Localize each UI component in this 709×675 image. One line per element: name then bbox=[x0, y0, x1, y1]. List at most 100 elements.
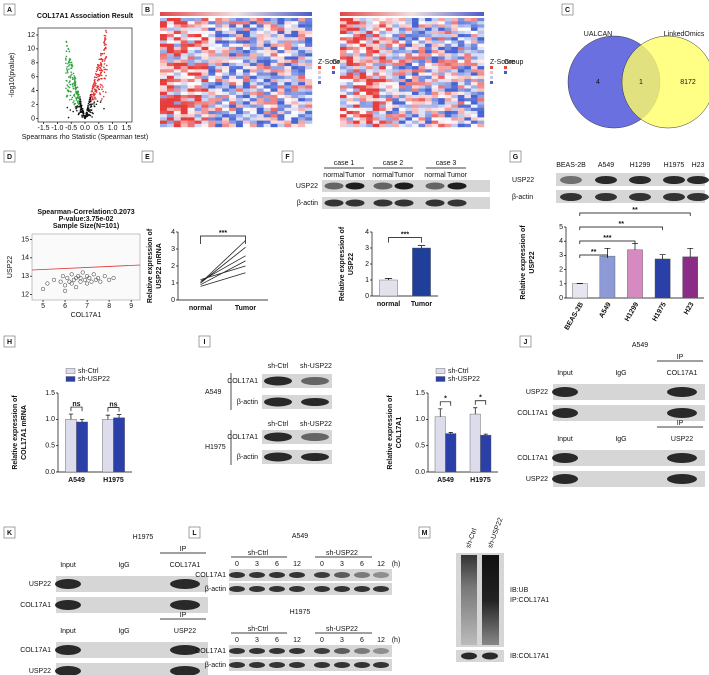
blot-time-label: 12 bbox=[377, 637, 385, 644]
heatmap-cell bbox=[451, 46, 459, 51]
decor-point bbox=[89, 114, 92, 117]
decor-point bbox=[65, 40, 68, 43]
heatmap-cell bbox=[160, 75, 168, 80]
heatmap-cell bbox=[405, 120, 413, 124]
heatmap-cell bbox=[412, 43, 419, 48]
heatmap-cell bbox=[464, 98, 472, 102]
venn-count: 1 bbox=[639, 79, 643, 86]
y-axis-label: COL17A1 mRNA bbox=[21, 405, 28, 460]
decor-point bbox=[69, 63, 71, 66]
heatmap-cell bbox=[305, 91, 313, 96]
heatmap-cell bbox=[470, 69, 478, 73]
heatmap-cell bbox=[470, 123, 478, 128]
heatmap-cell bbox=[451, 117, 459, 121]
decor-point bbox=[91, 116, 93, 118]
heatmap-cell bbox=[291, 69, 299, 73]
decor-point bbox=[76, 105, 78, 108]
decor-point bbox=[68, 81, 70, 84]
y-axis-label: Relative expression of bbox=[339, 226, 346, 301]
heatmap-cell bbox=[385, 72, 393, 76]
heatmap-cell bbox=[242, 75, 251, 80]
heatmap-cell bbox=[236, 24, 244, 28]
x-axis-label: COL17A1 bbox=[71, 312, 102, 319]
decor-point bbox=[102, 90, 104, 93]
heatmap-cell bbox=[256, 72, 264, 76]
heatmap-cell bbox=[425, 88, 432, 92]
heatmap-cell bbox=[451, 27, 459, 32]
decor-point bbox=[95, 91, 98, 93]
heatmap-cell bbox=[173, 123, 181, 128]
heatmap-cell bbox=[444, 56, 452, 60]
heatmap-cell bbox=[277, 69, 285, 73]
heatmap-cell bbox=[418, 30, 426, 35]
decor-point bbox=[104, 39, 106, 42]
heatmap-cell bbox=[425, 30, 432, 35]
heatmap-cell bbox=[372, 56, 380, 60]
heatmap-cell bbox=[291, 37, 299, 41]
heatmap-cell bbox=[284, 43, 292, 48]
heatmap-cell bbox=[263, 85, 271, 89]
heatmap-cell bbox=[305, 30, 313, 35]
heatmap-cell bbox=[379, 59, 387, 64]
heatmap-cell bbox=[187, 123, 195, 128]
decor-point bbox=[92, 85, 94, 88]
decor-point bbox=[93, 88, 96, 90]
heatmap-cell bbox=[366, 88, 373, 92]
decor-point bbox=[103, 60, 106, 62]
heatmap-cell bbox=[263, 82, 271, 86]
heatmap-cell bbox=[405, 78, 413, 83]
heatmap-cell bbox=[229, 30, 237, 35]
point bbox=[82, 277, 87, 282]
heatmap-cell bbox=[180, 75, 188, 80]
blot-lane-label: Input bbox=[60, 628, 76, 635]
y-axis-label: USP22 bbox=[348, 253, 355, 275]
decor-point bbox=[65, 58, 67, 61]
heatmap-cell bbox=[305, 62, 313, 67]
heatmap-cell bbox=[208, 101, 216, 105]
heatmap-cell bbox=[431, 27, 439, 32]
heatmap-cell bbox=[187, 117, 195, 121]
blot-membrane bbox=[553, 405, 705, 421]
heatmap-cell bbox=[340, 62, 347, 67]
heatmap-cell bbox=[346, 107, 354, 112]
heatmap-cell bbox=[298, 46, 306, 51]
heatmap-cell bbox=[372, 34, 380, 38]
heatmap-cell bbox=[187, 66, 195, 70]
bar bbox=[654, 258, 671, 299]
heatmap-cell bbox=[222, 69, 230, 73]
blot-band bbox=[170, 645, 200, 655]
series-line bbox=[200, 265, 246, 280]
heatmap-cell bbox=[180, 24, 188, 28]
decor-point bbox=[104, 35, 107, 37]
heatmap-cell bbox=[284, 75, 292, 80]
heatmap-cell bbox=[425, 66, 432, 70]
heatmap-cell bbox=[457, 53, 465, 57]
heatmap-cell bbox=[187, 98, 195, 102]
heatmap-cell bbox=[353, 120, 360, 124]
heatmap-cell bbox=[464, 46, 472, 51]
blot-band bbox=[447, 199, 467, 207]
panel-letter: K bbox=[7, 530, 12, 537]
heatmap-cell bbox=[222, 107, 230, 112]
heatmap-cell bbox=[277, 98, 285, 102]
heatmap-cell bbox=[340, 72, 347, 76]
heatmap-cell bbox=[372, 88, 380, 92]
venn-set-label: LinkedOmics bbox=[664, 31, 705, 38]
heatmap-cell bbox=[298, 123, 306, 128]
heatmap-cell bbox=[353, 98, 360, 102]
blot-lane-label: IgG bbox=[615, 436, 626, 443]
heatmap-cell bbox=[201, 88, 209, 92]
blot-row-label: β-actin bbox=[205, 662, 226, 669]
blot-membrane bbox=[229, 659, 392, 671]
heatmap-cell bbox=[249, 27, 257, 32]
heatmap-cell bbox=[392, 56, 400, 60]
point bbox=[40, 286, 46, 292]
series-line bbox=[200, 272, 246, 287]
heatmap-cell bbox=[256, 98, 264, 102]
heatmap-cell bbox=[277, 91, 285, 96]
heatmap-cell bbox=[277, 72, 285, 76]
heatmap-cell bbox=[270, 43, 278, 48]
decor-point bbox=[103, 34, 106, 37]
heatmap-cell bbox=[470, 53, 478, 57]
heatmap-cell bbox=[222, 24, 230, 28]
